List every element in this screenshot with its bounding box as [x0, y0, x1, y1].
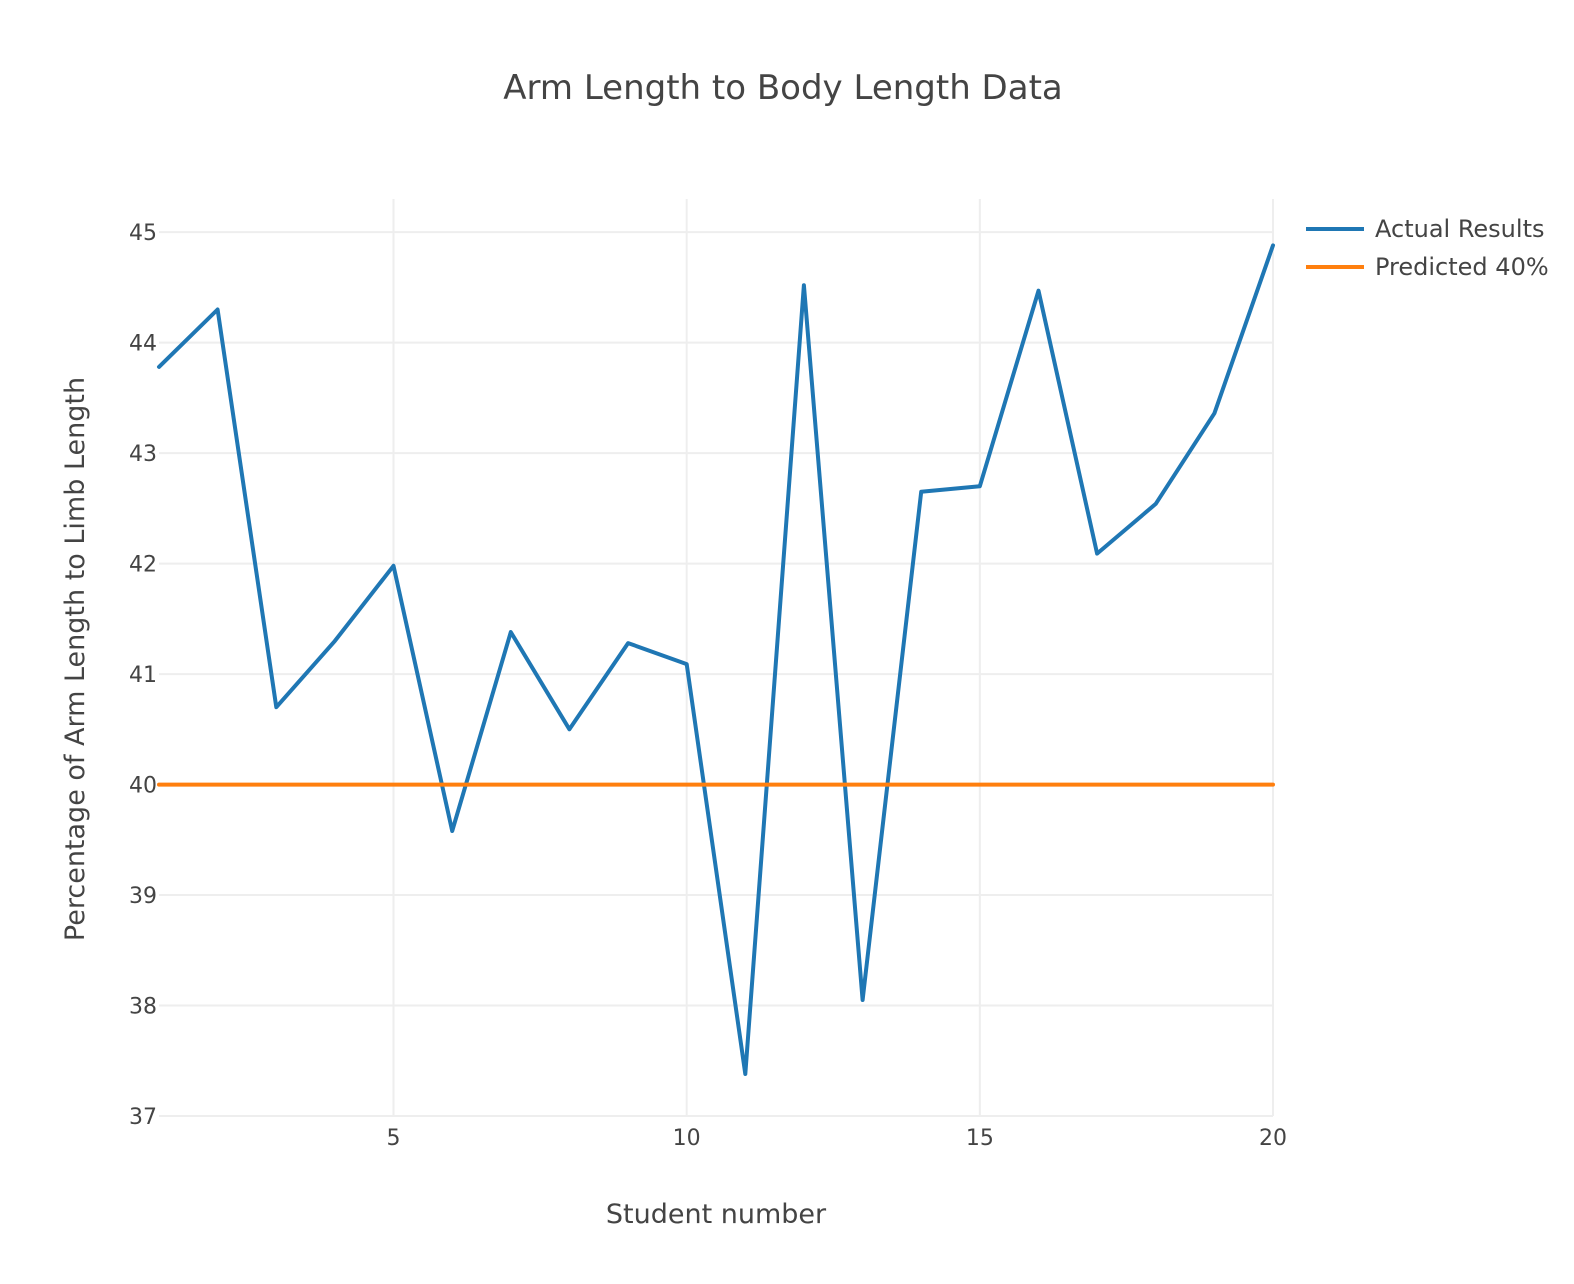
legend[interactable]: Actual Results Predicted 40% — [1306, 215, 1549, 281]
y-tick-label: 44 — [129, 332, 157, 357]
grid-lines — [159, 199, 1274, 1117]
legend-item[interactable]: Predicted 40% — [1306, 253, 1549, 281]
x-tick-label: 20 — [1259, 1126, 1287, 1151]
y-tick-label: 37 — [129, 1105, 157, 1130]
x-tick-label: 10 — [673, 1126, 701, 1151]
legend-label: Predicted 40% — [1375, 253, 1549, 281]
legend-item[interactable]: Actual Results — [1306, 215, 1544, 243]
x-tick-label: 5 — [387, 1126, 401, 1151]
y-tick-label: 41 — [129, 663, 157, 688]
y-axis-ticks: 37 38 39 40 41 42 43 44 45 — [129, 221, 157, 1130]
y-tick-label: 45 — [129, 221, 157, 246]
y-tick-label: 38 — [129, 995, 157, 1020]
series-line-0 — [157, 243, 1275, 1076]
y-tick-label: 42 — [129, 553, 157, 578]
y-tick-label: 43 — [129, 442, 157, 467]
x-axis-ticks: 5 10 15 20 — [387, 1126, 1287, 1151]
y-tick-label: 39 — [129, 884, 157, 909]
series-lines — [157, 243, 1275, 1076]
chart-title: Arm Length to Body Length Data — [503, 68, 1063, 108]
legend-label: Actual Results — [1375, 215, 1544, 243]
x-axis-title: Student number — [606, 1199, 827, 1230]
y-tick-label: 40 — [129, 774, 157, 799]
x-tick-label: 15 — [966, 1126, 994, 1151]
y-axis-title: Percentage of Arm Length to Limb Length — [60, 377, 91, 941]
